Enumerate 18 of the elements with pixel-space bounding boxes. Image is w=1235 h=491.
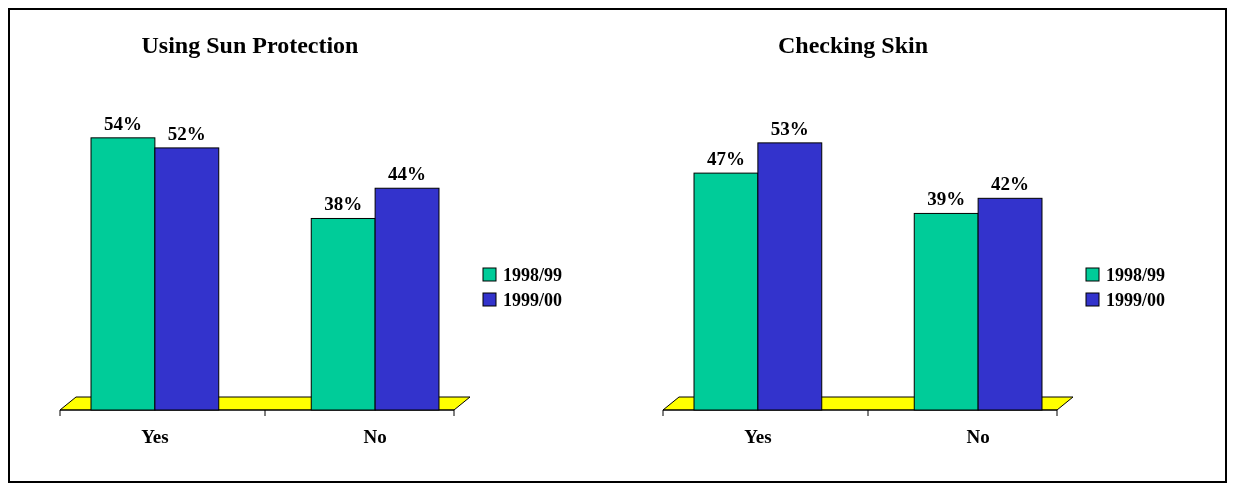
- x-tick-label: Yes: [141, 426, 169, 447]
- data-label: 53%: [770, 117, 809, 139]
- chart-title: Checking Skin: [777, 32, 929, 58]
- data-label: 39%: [927, 188, 966, 210]
- x-tick-label: Yes: [744, 426, 772, 447]
- x-tick-label: No: [966, 426, 990, 447]
- chart-title: Using Sun Protection: [141, 32, 359, 58]
- data-label: 54%: [103, 112, 142, 134]
- data-label: 44%: [388, 163, 427, 185]
- data-label: 42%: [991, 173, 1030, 195]
- data-label: 47%: [706, 148, 745, 170]
- data-label: 38%: [324, 193, 363, 215]
- data-label: 52%: [167, 122, 206, 144]
- legend-label: 1998/99: [1106, 265, 1166, 285]
- legend-label: 1999/00: [503, 290, 563, 310]
- legend-label: 1999/00: [1106, 290, 1166, 310]
- legend-label: 1998/99: [503, 265, 563, 285]
- x-tick-label: No: [363, 426, 387, 447]
